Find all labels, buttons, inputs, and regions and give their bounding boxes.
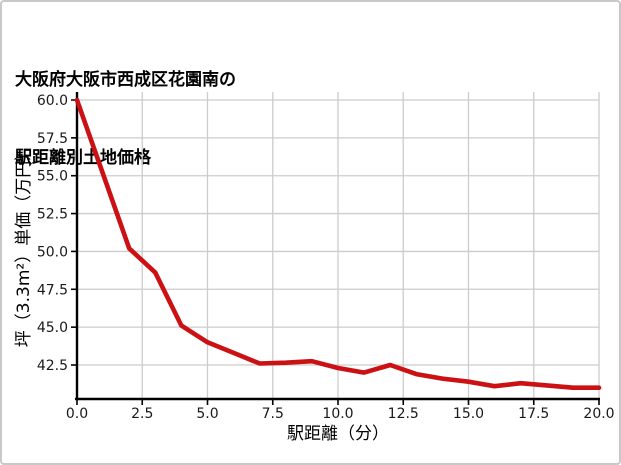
chart-title-line2: 駅距離別土地価格 bbox=[15, 148, 151, 168]
x-tick-label: 20.0 bbox=[583, 406, 614, 422]
x-tick-label: 17.5 bbox=[518, 406, 549, 422]
x-tick-label: 12.5 bbox=[388, 406, 419, 422]
y-tick-label: 52.5 bbox=[37, 207, 68, 223]
y-tick-label: 50.0 bbox=[37, 244, 68, 260]
x-tick-label: 5.0 bbox=[196, 406, 218, 422]
chart-title: 大阪府大阪市西成区花園南の 駅距離別土地価格 bbox=[15, 15, 236, 223]
x-tick-label: 10.0 bbox=[322, 406, 353, 422]
x-tick-label: 15.0 bbox=[453, 406, 484, 422]
x-tick-label: 7.5 bbox=[262, 406, 284, 422]
y-tick-label: 45.0 bbox=[37, 320, 68, 336]
y-tick-label: 42.5 bbox=[37, 358, 68, 374]
y-tick-label: 47.5 bbox=[37, 282, 68, 298]
x-axis-title: 駅距離（分） bbox=[287, 424, 389, 444]
x-tick-label: 0.0 bbox=[66, 406, 88, 422]
x-tick-label: 2.5 bbox=[131, 406, 153, 422]
price-line-series bbox=[74, 97, 602, 391]
y-tick-label: 57.5 bbox=[37, 131, 68, 147]
y-tick-label: 55.0 bbox=[37, 169, 68, 185]
chart-title-line1: 大阪府大阪市西成区花園南の bbox=[15, 70, 236, 90]
y-axis-title: 坪（3.3m²）単価（万円） bbox=[14, 144, 34, 347]
y-tick-label: 60.0 bbox=[37, 93, 68, 109]
